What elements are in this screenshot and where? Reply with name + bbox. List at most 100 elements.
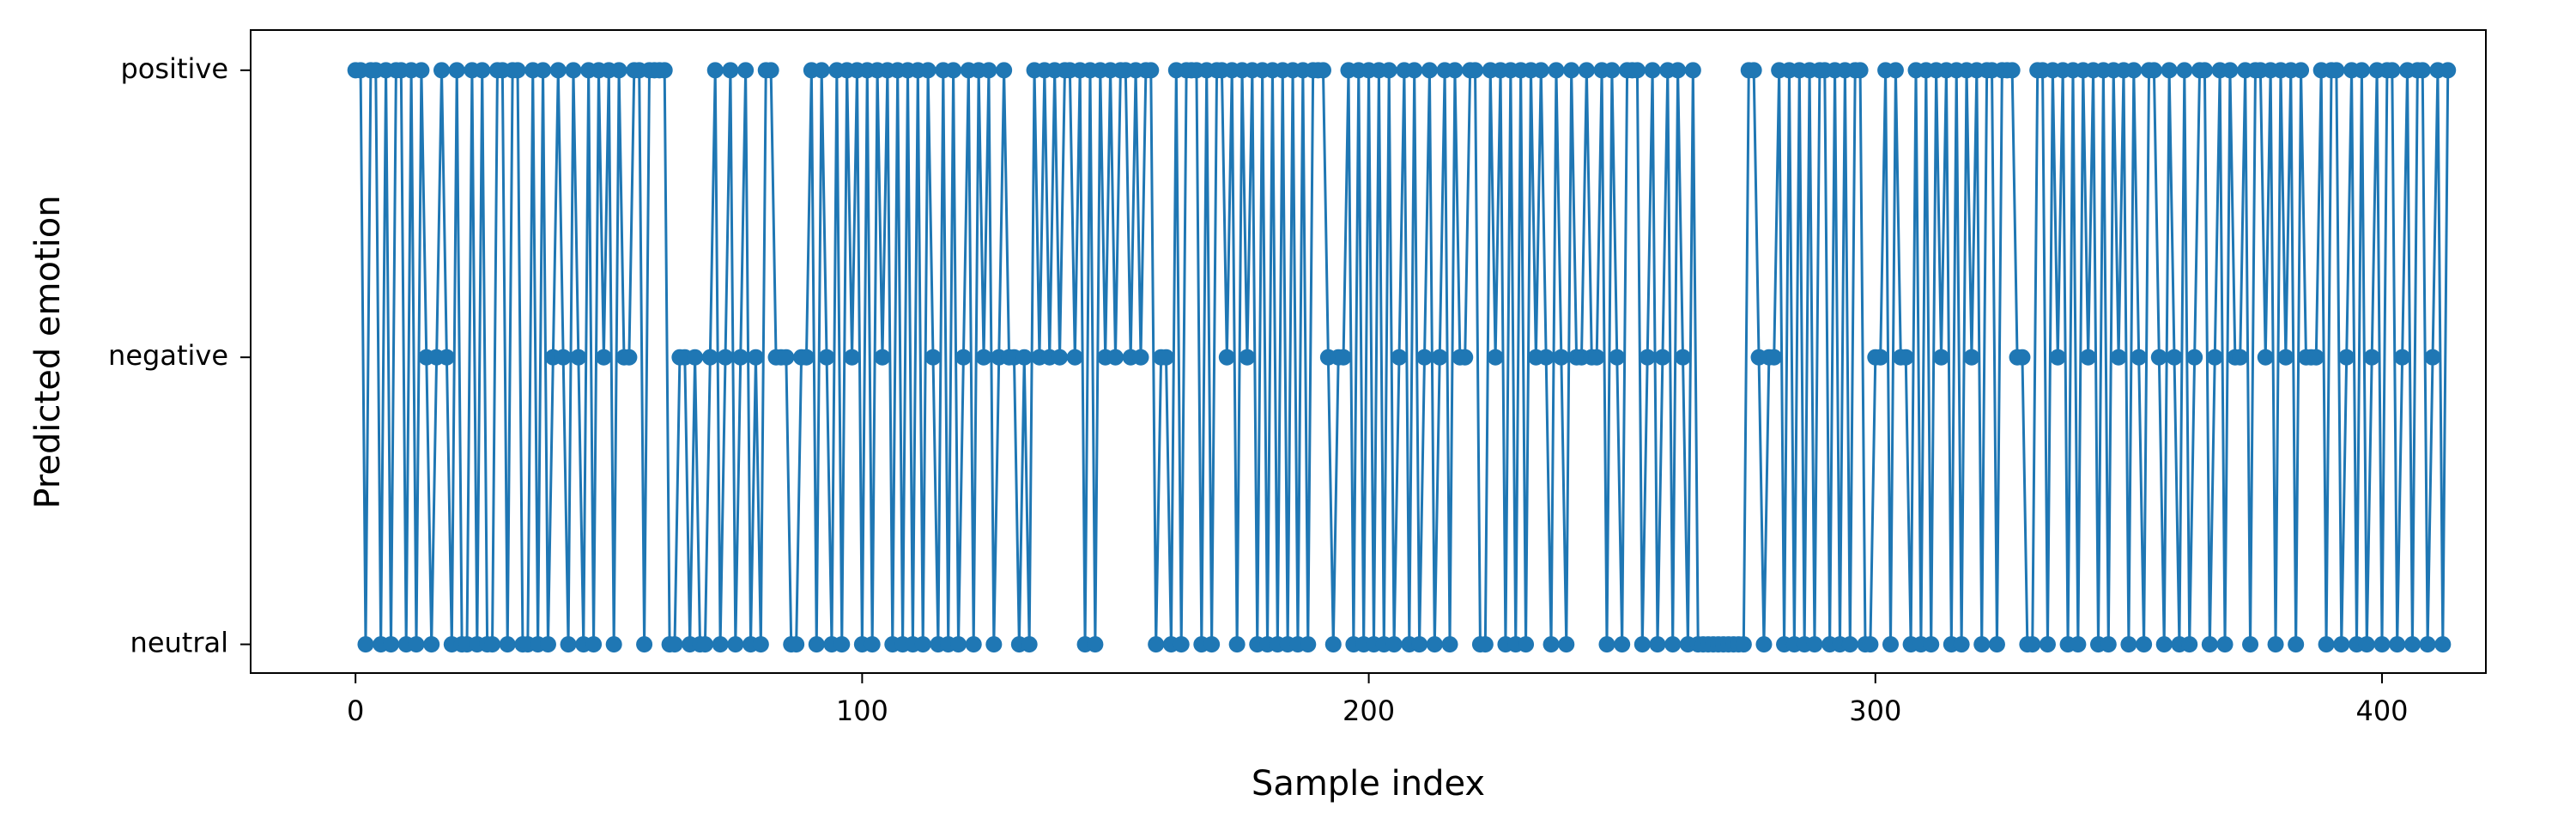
marker — [2414, 62, 2431, 79]
marker — [955, 349, 972, 366]
marker — [2186, 349, 2203, 366]
x-axis-label: Sample index — [1252, 764, 1485, 804]
marker — [535, 62, 552, 79]
marker — [555, 349, 572, 366]
marker — [1766, 349, 1783, 366]
marker — [2003, 62, 2021, 79]
marker — [595, 349, 612, 366]
series — [347, 62, 2457, 653]
marker — [2166, 349, 2183, 366]
marker — [1324, 636, 1342, 653]
marker — [2328, 62, 2345, 79]
marker — [484, 636, 501, 653]
marker — [1852, 62, 1869, 79]
marker — [706, 62, 724, 79]
marker — [1933, 349, 1950, 366]
marker — [1578, 62, 1595, 79]
marker — [2161, 62, 2178, 79]
marker — [621, 349, 638, 366]
marker — [509, 62, 526, 79]
marker — [813, 62, 830, 79]
marker — [1218, 349, 1235, 366]
marker — [2318, 636, 2335, 653]
marker — [2080, 349, 2097, 366]
marker — [1882, 636, 1900, 653]
marker — [1518, 636, 1535, 653]
marker — [1563, 62, 1580, 79]
marker — [2394, 349, 2411, 366]
marker — [2353, 62, 2370, 79]
marker — [1431, 349, 1448, 366]
marker — [448, 62, 465, 79]
marker — [727, 636, 744, 653]
marker — [1558, 636, 1575, 653]
marker — [1015, 349, 1033, 366]
marker — [919, 62, 936, 79]
x-tick-label: 400 — [2355, 695, 2408, 727]
marker — [2307, 349, 2324, 366]
marker — [1670, 62, 1687, 79]
marker — [2221, 62, 2239, 79]
marker — [696, 636, 713, 653]
marker — [1158, 349, 1175, 366]
marker — [1603, 62, 1621, 79]
marker — [656, 62, 673, 79]
plot-frame — [250, 29, 2487, 674]
marker — [1841, 636, 1858, 653]
marker — [844, 349, 861, 366]
marker — [945, 62, 962, 79]
marker — [1963, 349, 1980, 366]
marker — [1628, 62, 1646, 79]
marker — [1806, 636, 1823, 653]
marker — [2232, 349, 2249, 366]
marker — [666, 636, 683, 653]
marker — [1548, 62, 1565, 79]
marker — [570, 349, 587, 366]
marker — [717, 349, 734, 366]
marker — [1872, 349, 1889, 366]
marker — [2100, 636, 2117, 653]
marker — [2288, 636, 2305, 653]
marker — [1052, 349, 1069, 366]
marker — [864, 636, 881, 653]
marker — [1735, 636, 1752, 653]
marker — [1862, 636, 1879, 653]
marker — [996, 62, 1013, 79]
marker — [2257, 349, 2274, 366]
marker — [965, 636, 982, 653]
marker — [1380, 62, 1397, 79]
marker — [1639, 349, 1656, 366]
marker — [2176, 62, 2193, 79]
marker — [797, 349, 815, 366]
marker — [1106, 349, 1124, 366]
marker — [1173, 636, 1190, 653]
marker — [1664, 636, 1682, 653]
marker — [2181, 636, 2198, 653]
marker — [2403, 636, 2421, 653]
marker — [2120, 636, 2137, 653]
marker — [2293, 62, 2310, 79]
marker — [1953, 636, 1970, 653]
marker — [1684, 62, 1701, 79]
marker — [1416, 349, 1433, 366]
marker — [2267, 636, 2284, 653]
marker — [610, 62, 627, 79]
marker — [2419, 636, 2436, 653]
marker — [687, 349, 704, 366]
marker — [2145, 62, 2162, 79]
marker — [2131, 349, 2148, 366]
marker — [560, 636, 577, 653]
marker — [1649, 636, 1666, 653]
marker — [382, 636, 399, 653]
marker — [747, 349, 764, 366]
marker — [2424, 349, 2441, 366]
marker — [2070, 636, 2087, 653]
marker — [357, 636, 374, 653]
marker — [808, 636, 825, 653]
marker — [788, 636, 805, 653]
marker — [2039, 636, 2056, 653]
marker — [1385, 636, 1403, 653]
marker — [1988, 636, 2005, 653]
marker — [2363, 349, 2380, 366]
